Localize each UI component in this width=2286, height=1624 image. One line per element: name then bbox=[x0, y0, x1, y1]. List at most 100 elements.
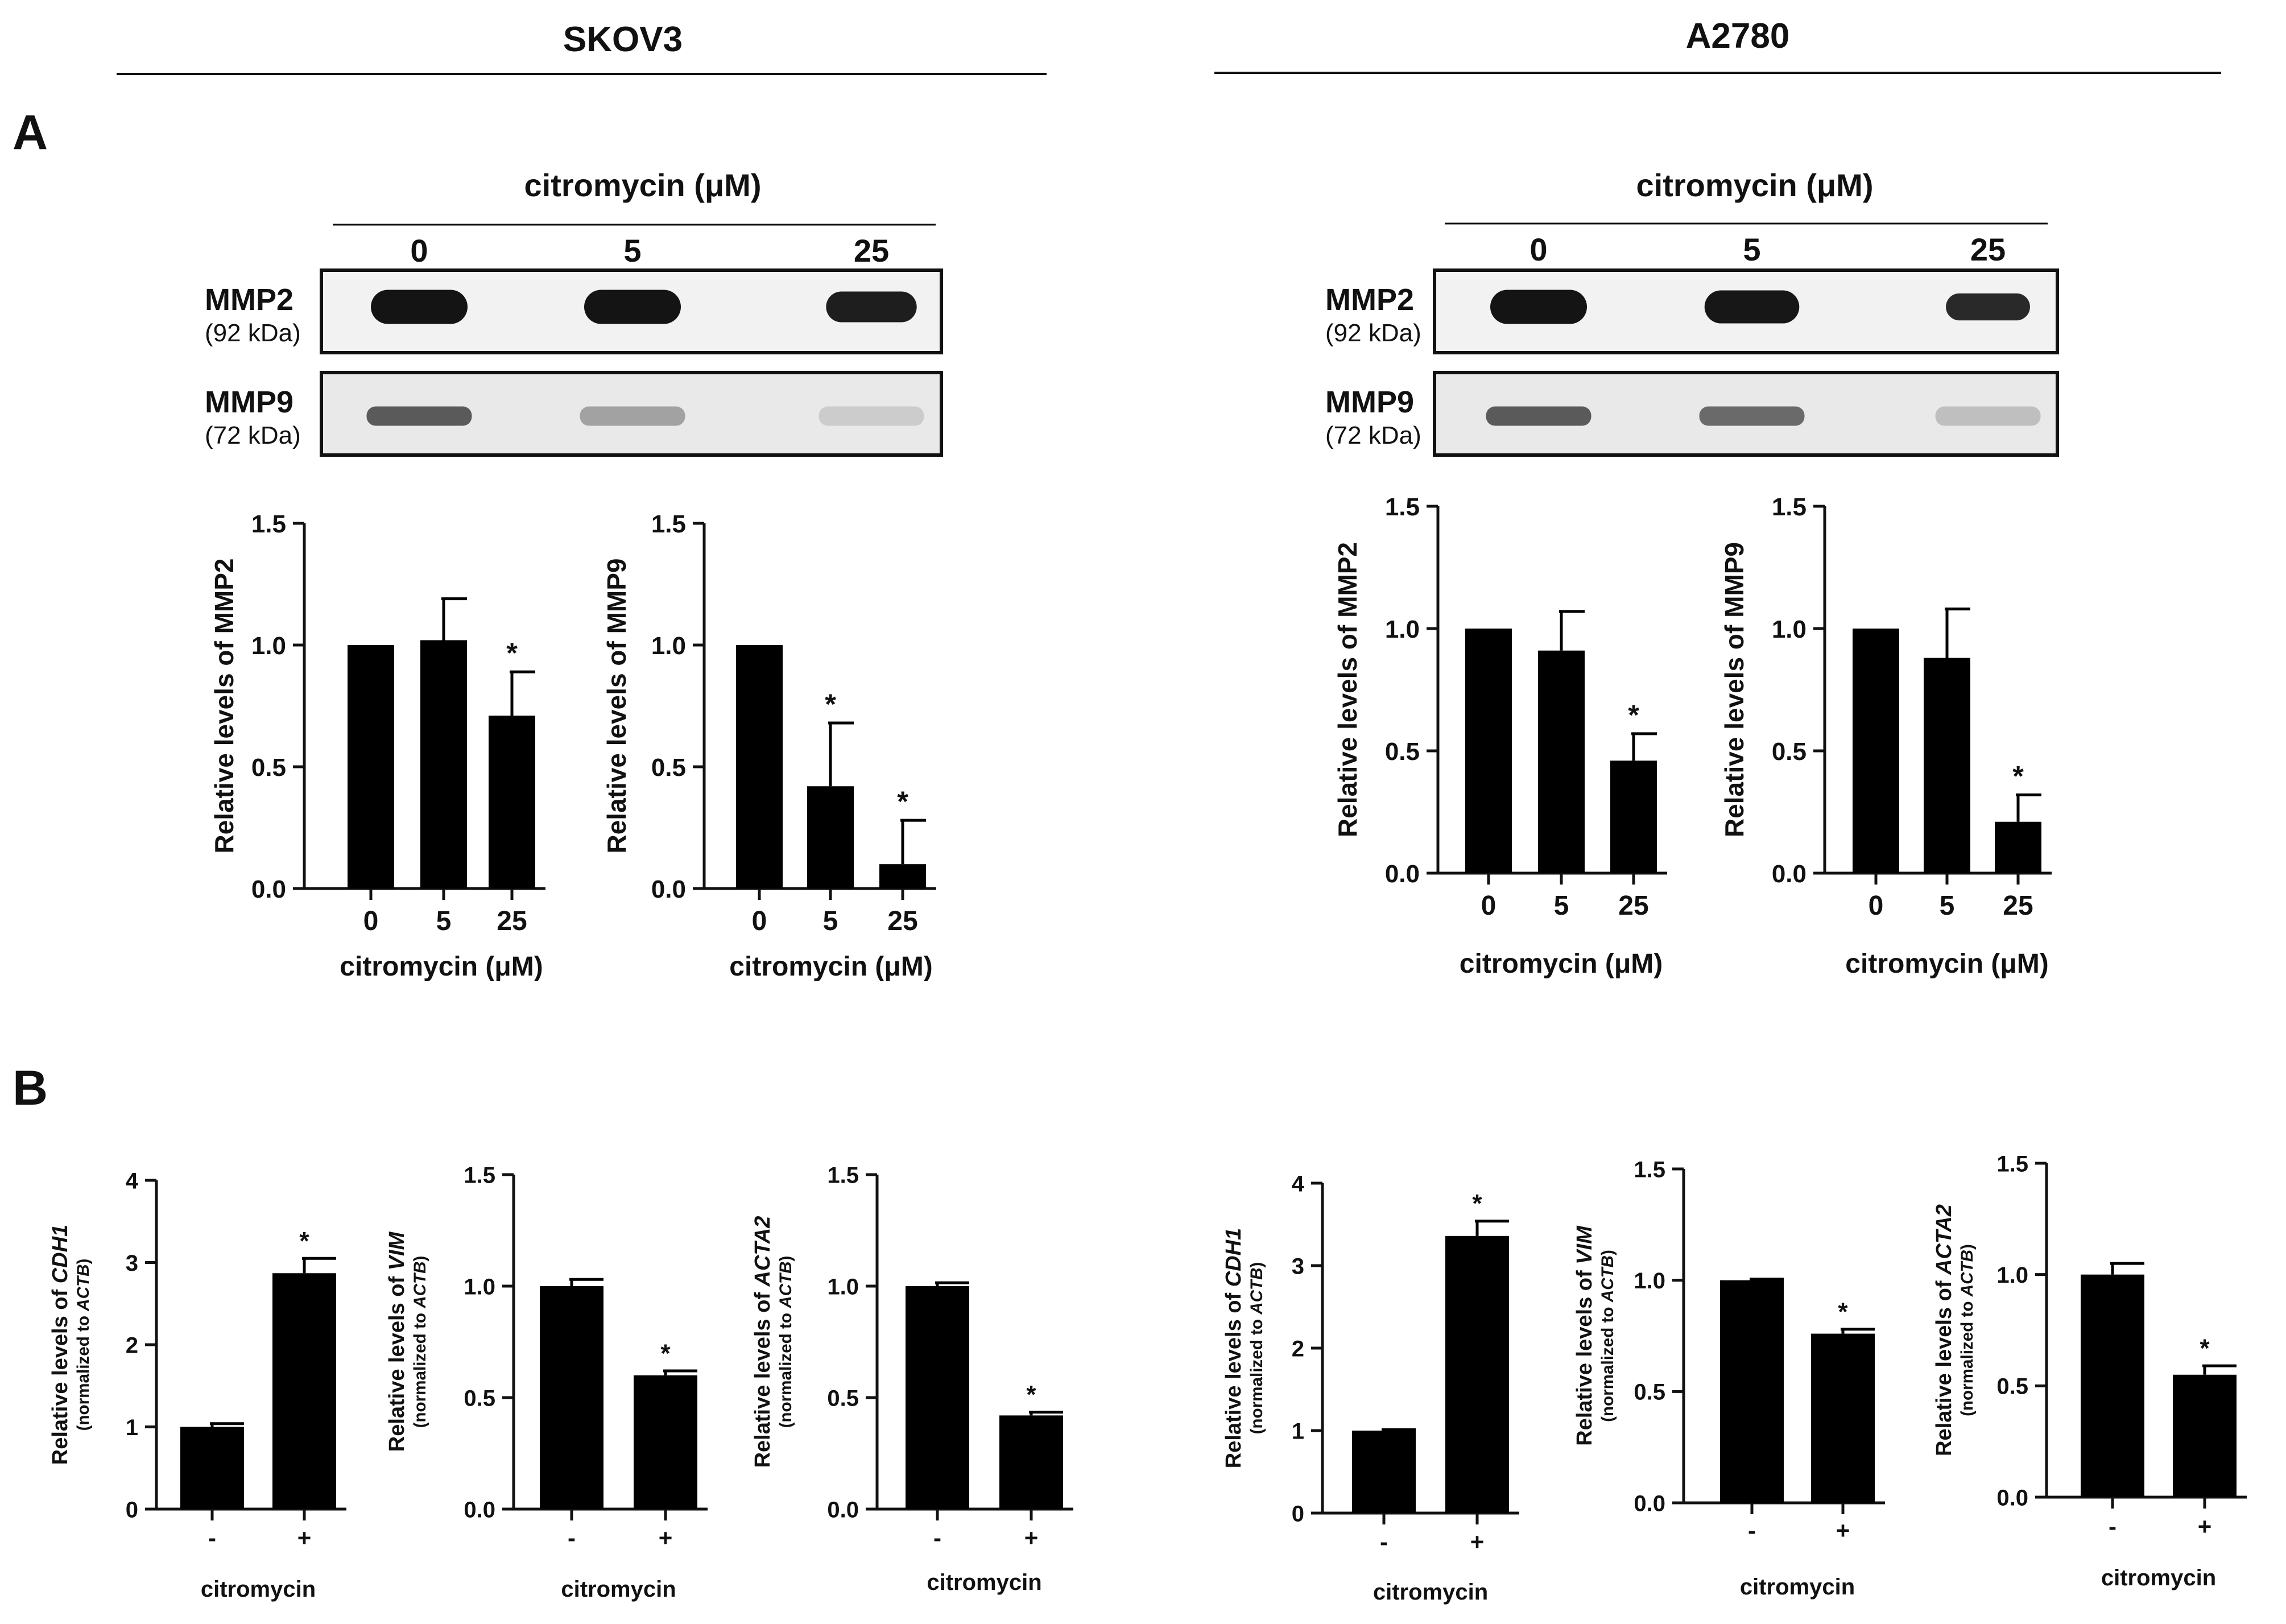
x-tick-label: - bbox=[568, 1524, 576, 1551]
y-axis-sublabel-ref: ACTB bbox=[776, 1261, 795, 1308]
panel-label-b: B bbox=[13, 1061, 48, 1115]
bar bbox=[999, 1415, 1063, 1509]
x-tick-label: 5 bbox=[1554, 891, 1569, 921]
y-tick-label: 0 bbox=[126, 1497, 138, 1522]
x-axis-label: citromycin (μM) bbox=[729, 952, 932, 982]
significance-marker: * bbox=[1026, 1381, 1036, 1408]
y-axis-sublabel: (normalized to ACTB) bbox=[1247, 1262, 1266, 1435]
y-tick-label: 3 bbox=[126, 1251, 138, 1276]
y-axis-sublabel-prefix: (normalized to bbox=[1247, 1315, 1266, 1435]
y-axis-label-prefix: Relative levels of bbox=[751, 1286, 775, 1468]
y-axis-label: Relative levels of VIM bbox=[385, 1231, 409, 1452]
blot-lane-label: 5 bbox=[1743, 232, 1760, 267]
chart-a2780-2: 0.0 0.5 1.0 1.5 0 5 * 25 citromycin (μM) Relative… bbox=[1333, 493, 1667, 979]
blot-band bbox=[580, 406, 685, 426]
bar bbox=[1610, 761, 1657, 873]
chart-a2780-9: 0.0 0.5 1.0 1.5 - * + citromycin Relative levels… bbox=[1932, 1151, 2247, 1590]
blot-lane-label: 25 bbox=[854, 233, 889, 268]
y-axis-label-gene: CDH1 bbox=[48, 1225, 72, 1283]
y-tick-label: 0.5 bbox=[827, 1386, 859, 1411]
y-axis-label-prefix: Relative levels of bbox=[1932, 1275, 1956, 1456]
cell-line-title-right: A2780 bbox=[1686, 16, 1790, 56]
y-axis-label: Relative levels of MMP9 bbox=[1719, 542, 1749, 837]
x-tick-label: 0 bbox=[363, 906, 379, 936]
y-tick-label: 0.5 bbox=[1385, 738, 1420, 766]
y-axis-label-gene: VIM bbox=[385, 1231, 409, 1270]
x-axis-label: citromycin bbox=[561, 1577, 676, 1602]
blot-band bbox=[819, 406, 924, 426]
blot-skov3: citromycin (μM) 0 5 25 MMP2(92 kDa) MMP9 (72 k… bbox=[205, 167, 943, 457]
y-tick-label: 1.5 bbox=[1634, 1157, 1665, 1182]
y-tick-label: 0.5 bbox=[1772, 738, 1807, 766]
y-axis-label: Relative levels of MMP2 bbox=[1333, 542, 1362, 837]
blot-protein-label: MMP2 bbox=[1325, 283, 1414, 317]
x-axis-label: citromycin (μM) bbox=[1845, 949, 2048, 979]
significance-marker: * bbox=[1472, 1190, 1482, 1218]
blot-band bbox=[1490, 290, 1587, 324]
significance-marker: * bbox=[299, 1227, 309, 1255]
x-tick-label: 0 bbox=[1481, 891, 1497, 921]
y-axis-label: Relative levels of ACTA2 bbox=[751, 1216, 775, 1468]
y-tick-label: 0.0 bbox=[827, 1497, 859, 1522]
y-tick-label: 1.0 bbox=[464, 1274, 495, 1299]
x-axis-label: citromycin bbox=[927, 1570, 1041, 1595]
y-tick-label: 1 bbox=[126, 1415, 138, 1440]
blot-protein-label: MMP9 bbox=[205, 385, 293, 419]
y-axis-sublabel: (normalized to ACTB) bbox=[74, 1259, 93, 1431]
y-axis-label: Relative levels of VIM bbox=[1573, 1225, 1597, 1446]
y-axis-sublabel-prefix: (normalized to bbox=[411, 1308, 429, 1428]
y-axis-sublabel-prefix: (normalized to bbox=[776, 1308, 795, 1428]
y-axis-sublabel: (normalized to ACTB) bbox=[1958, 1244, 1977, 1416]
y-axis-label-gene: CDH1 bbox=[1222, 1228, 1246, 1287]
y-tick-label: 1.0 bbox=[1634, 1268, 1665, 1294]
blot-lane-label: 0 bbox=[410, 233, 428, 268]
bar bbox=[634, 1375, 697, 1509]
y-tick-label: 2 bbox=[1292, 1336, 1304, 1361]
x-axis-label: citromycin (μM) bbox=[340, 952, 543, 982]
y-axis-sublabel: (normalized to ACTB) bbox=[1598, 1250, 1617, 1422]
significance-marker: * bbox=[506, 637, 518, 669]
x-axis-label: citromycin bbox=[1740, 1575, 1855, 1600]
y-tick-label: 0.5 bbox=[1996, 1374, 2028, 1399]
blot-size-label: (72 kDa) bbox=[1325, 422, 1421, 449]
y-axis-label-gene: ACTA2 bbox=[1932, 1204, 1956, 1275]
y-axis-label: Relative levels of ACTA2 bbox=[1932, 1204, 1956, 1456]
blot-band bbox=[371, 290, 468, 324]
y-tick-label: 1.5 bbox=[1996, 1151, 2028, 1176]
blot-band bbox=[1704, 290, 1800, 324]
bar bbox=[736, 645, 783, 889]
x-tick-label: 5 bbox=[436, 906, 452, 936]
y-tick-label: 3 bbox=[1292, 1254, 1304, 1279]
y-axis-sublabel-suffix: ) bbox=[411, 1256, 429, 1262]
blot-protein-label: MMP9 bbox=[1325, 385, 1414, 419]
significance-marker: * bbox=[897, 785, 908, 817]
chart-skov3-0: 0.0 0.5 1.0 1.5 0 5 * 25 citromycin (μM) Relative… bbox=[209, 510, 545, 982]
y-tick-label: 1.0 bbox=[827, 1274, 859, 1299]
y-tick-label: 0.0 bbox=[251, 875, 286, 903]
blot-size-label: (92 kDa) bbox=[205, 319, 301, 347]
y-axis-sublabel: (normalized to ACTB) bbox=[776, 1256, 795, 1428]
y-tick-label: 0.0 bbox=[1996, 1485, 2028, 1510]
y-axis-label-prefix: Relative levels of bbox=[48, 1283, 72, 1465]
blot-size-label: (92 kDa) bbox=[1325, 319, 1421, 347]
significance-marker: * bbox=[825, 688, 836, 720]
y-axis-sublabel-ref: ACTB bbox=[411, 1261, 429, 1308]
bar bbox=[489, 716, 535, 889]
bar bbox=[879, 864, 926, 889]
y-tick-label: 1.0 bbox=[1772, 615, 1807, 643]
y-axis-label-gene: ACTA2 bbox=[751, 1216, 775, 1287]
chart-a2780-8: 0.0 0.5 1.0 1.5 - * + citromycin Relative levels… bbox=[1573, 1157, 1885, 1600]
bar bbox=[1352, 1431, 1416, 1513]
bar bbox=[180, 1427, 244, 1509]
y-tick-label: 4 bbox=[126, 1168, 139, 1193]
y-axis-sublabel-prefix: (normalized to bbox=[74, 1311, 93, 1431]
blot-band bbox=[366, 406, 472, 426]
chart-a2780-3: 0.0 0.5 1.0 1.5 0 5 * 25 citromycin (μM) Relative… bbox=[1719, 493, 2052, 979]
bar bbox=[1924, 658, 1970, 873]
y-axis-label: Relative levels of CDH1 bbox=[48, 1225, 72, 1465]
blot-band bbox=[1935, 406, 2041, 426]
y-tick-label: 2 bbox=[126, 1333, 138, 1358]
x-tick-label: 25 bbox=[887, 906, 917, 936]
y-tick-label: 0.0 bbox=[1772, 860, 1807, 888]
